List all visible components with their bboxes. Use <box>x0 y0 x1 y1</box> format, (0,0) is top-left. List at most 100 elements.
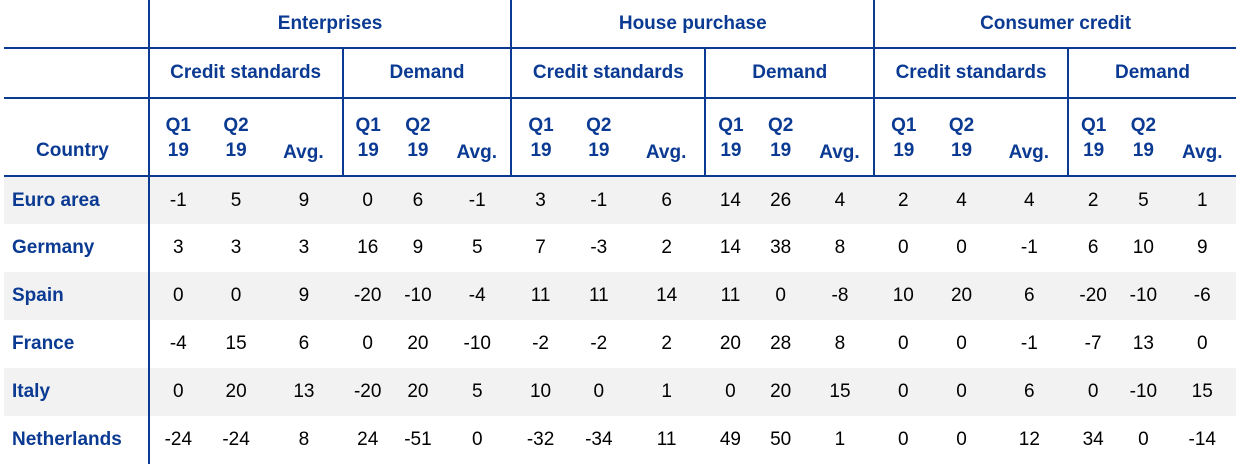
value-cell: -20 <box>342 272 393 320</box>
period-q1-header: Q1 19 <box>511 98 570 177</box>
value-cell: 20 <box>392 368 444 416</box>
value-cell: 13 <box>1132 333 1154 354</box>
table-row: Spain 0 0 9 -20 -10 -4 11 11 14 11 0 -8 10 20 6 -20 -10 -6 <box>4 272 1236 320</box>
country-cell: Spain <box>4 272 150 320</box>
value-cell: 4 <box>990 176 1069 224</box>
value-cell: 2 <box>661 333 672 354</box>
value-cell: -2 <box>590 333 608 354</box>
value-cell: 9 <box>265 272 343 320</box>
value-cell: 24 <box>357 429 379 450</box>
value-cell: -1 <box>148 176 207 224</box>
value-cell: -32 <box>526 429 555 450</box>
table-row: France -4 15 6 0 20 -10 -2 -2 2 20 28 8 0 0 -1 -7 13 0 <box>4 320 1236 368</box>
value-cell: -24 <box>164 429 193 450</box>
value-cell: -20 <box>342 368 393 416</box>
value-cell: 6 <box>627 176 706 224</box>
value-cell: 4 <box>805 176 875 224</box>
country-cell: Netherlands <box>4 416 150 464</box>
value-cell: 0 <box>1196 333 1208 354</box>
value-cell: -34 <box>585 429 613 450</box>
country-cell: Euro area <box>4 176 150 224</box>
value-cell: -10 <box>1118 368 1169 416</box>
subgroup-header-credit-standards: Credit standards <box>874 48 1070 99</box>
value-cell: 9 <box>1196 237 1208 258</box>
value-cell: 5 <box>471 237 483 258</box>
value-cell: 34 <box>1082 429 1104 450</box>
value-cell: -1 <box>443 176 512 224</box>
period-q2-header: Q2 19 <box>392 98 444 177</box>
value-cell: 50 <box>770 429 792 450</box>
value-cell: -4 <box>443 272 512 320</box>
value-cell: -1 <box>1020 237 1038 258</box>
value-cell: -14 <box>1188 429 1216 450</box>
table-row: Euro area -1 5 9 0 6 -1 3 -1 6 14 26 4 2 4 4 2 5 1 <box>4 176 1236 224</box>
value-cell: 0 <box>897 237 909 258</box>
value-cell: 0 <box>206 272 266 320</box>
value-cell: 20 <box>719 333 741 354</box>
period-q2-header: Q2 19 <box>206 98 266 177</box>
period-q1-header: Q1 19 <box>705 98 756 177</box>
period-avg-header: Avg. <box>805 98 876 177</box>
subgroup-header-demand: Demand <box>342 48 513 99</box>
period-q1-header: Q1 19 <box>342 98 393 177</box>
value-cell: 4 <box>932 176 991 224</box>
value-cell: -51 <box>404 429 432 450</box>
value-cell: 6 <box>1087 237 1099 258</box>
value-cell: 0 <box>362 333 373 354</box>
period-q2-header: Q2 19 <box>569 98 628 177</box>
value-cell: 5 <box>1118 176 1169 224</box>
value-cell: 6 <box>392 176 444 224</box>
value-cell: 2 <box>1068 176 1119 224</box>
value-cell: 49 <box>719 429 741 450</box>
group-header-enterprises: Enterprises <box>148 0 513 49</box>
value-cell: 0 <box>932 368 991 416</box>
period-q1-header: Q1 19 <box>1068 98 1119 177</box>
period-avg-header: Avg. <box>990 98 1070 177</box>
value-cell: 0 <box>1068 368 1119 416</box>
value-cell: -1 <box>569 176 628 224</box>
bank-lending-survey-table: Enterprises House purchase Consumer cred… <box>4 0 1236 464</box>
value-cell: 10 <box>511 368 570 416</box>
value-cell: -6 <box>1168 272 1236 320</box>
value-cell: 0 <box>956 429 967 450</box>
value-cell: 2 <box>661 237 672 258</box>
value-cell: 38 <box>770 237 792 258</box>
value-cell: 13 <box>265 368 343 416</box>
country-cell: Italy <box>4 368 150 416</box>
value-cell: 0 <box>471 429 483 450</box>
value-cell: 8 <box>834 333 846 354</box>
value-cell: 1 <box>1168 176 1236 224</box>
group-header-house-purchase: House purchase <box>511 0 876 49</box>
subgroup-header-credit-standards: Credit standards <box>511 48 707 99</box>
subgroup-header-credit-standards: Credit standards <box>148 48 344 99</box>
value-cell: 0 <box>569 368 628 416</box>
value-cell: 9 <box>265 176 343 224</box>
value-cell: 6 <box>298 333 310 354</box>
period-q2-header: Q2 19 <box>755 98 806 177</box>
period-q2-header: Q2 19 <box>1118 98 1169 177</box>
value-cell: 6 <box>990 272 1069 320</box>
country-cell: Germany <box>4 224 150 272</box>
value-cell: 0 <box>705 368 756 416</box>
country-cell: France <box>4 320 150 368</box>
corner-cell <box>4 0 150 49</box>
table-row: Italy 0 20 13 -20 20 5 10 0 1 0 20 15 0 0 6 0 -10 15 <box>4 368 1236 416</box>
table-row: Netherlands -24 -24 8 24 -51 0 -32 -34 11 49 50 1 0 0 1… <box>4 416 1236 464</box>
value-cell: 3 <box>173 237 184 258</box>
value-cell: 14 <box>719 237 741 258</box>
value-cell: 0 <box>342 176 393 224</box>
value-cell: 0 <box>874 368 933 416</box>
value-cell: -2 <box>532 333 549 354</box>
value-cell: 5 <box>206 176 266 224</box>
value-cell: -3 <box>590 237 608 258</box>
value-cell: 3 <box>298 237 310 258</box>
value-cell: 0 <box>956 237 967 258</box>
value-cell: -24 <box>222 429 250 450</box>
table-row: Germany 3 3 3 16 9 5 7 -3 2 14 38 8 0 0 -1 6 10 9 <box>4 224 1236 272</box>
value-cell: -7 <box>1084 333 1102 354</box>
value-cell: 26 <box>755 176 806 224</box>
value-cell: 0 <box>897 429 909 450</box>
country-column-header: Country <box>4 98 150 177</box>
value-cell: 8 <box>834 237 846 258</box>
period-q1-header: Q1 19 <box>874 98 933 177</box>
